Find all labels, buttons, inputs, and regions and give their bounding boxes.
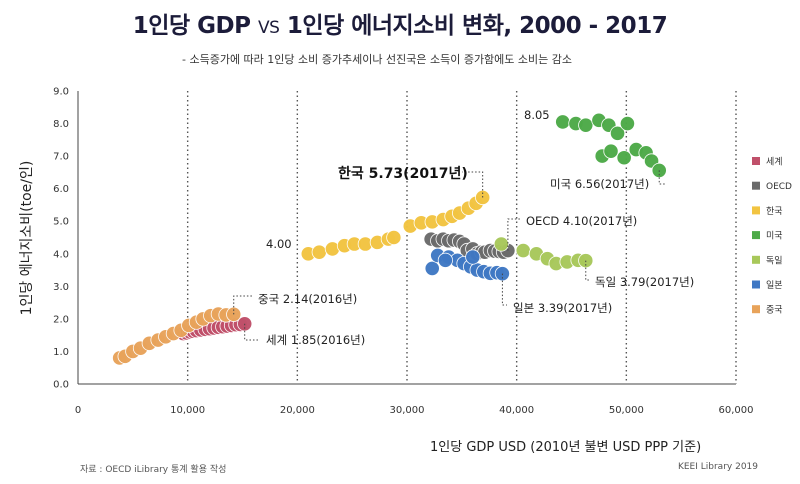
title-part2: 1인당 에너지소비 변화, 2000 - 2017	[286, 13, 668, 39]
series-3	[555, 112, 667, 179]
legend-label-5: 일본	[766, 280, 783, 291]
y-tick-label-8: 8.0	[53, 119, 69, 130]
point-5-11	[437, 252, 453, 268]
title-part1: 1인당 GDP	[132, 13, 251, 39]
legend-label-1: OECD	[766, 182, 792, 192]
annotation-label-1: 세계 1.85(2016년)	[266, 333, 365, 347]
annotation-leader-3	[462, 171, 484, 198]
x-tick-label-4: 40,000	[499, 405, 534, 416]
chart-title: 1인당 GDP VS 1인당 에너지소비 변화, 2000 - 2017	[0, 6, 800, 40]
point-3-5	[609, 125, 626, 141]
annotations: 중국 2.14(2016년) 세계 1.85(2016년) 4.00 한국 5.73(…	[233, 108, 694, 347]
annotation-leader-5	[585, 260, 589, 281]
series-2	[300, 189, 491, 262]
point-3-2	[578, 117, 594, 133]
legend-label-6: 중국	[766, 305, 783, 316]
credit-note: KEEI Library 2019	[677, 462, 758, 472]
legend-swatch-2	[752, 206, 760, 215]
y-tick-label-9: 9.0	[53, 87, 69, 98]
annotation-label-8: 미국 6.56(2017년)	[550, 177, 649, 191]
annotation-label-4: OECD 4.10(2017년)	[526, 214, 637, 228]
title-vs: VS	[257, 18, 280, 38]
chart-subtitle: - 소득증가에 따라 1인당 소비 증가추세이나 선진국은 소득이 증가함에도 …	[182, 53, 573, 66]
point-4-0	[493, 236, 509, 252]
y-tick-label-3: 3.0	[53, 282, 69, 293]
x-tick-label-5: 50,000	[609, 405, 644, 416]
point-5-12	[465, 249, 481, 265]
point-3-8	[603, 143, 619, 159]
y-tick-label-6: 6.0	[53, 184, 69, 195]
x-axis-label: 1인당 GDP USD (2010년 불변 USD PPP 기준)	[430, 440, 702, 455]
point-2-1	[311, 244, 327, 260]
data-points	[112, 112, 667, 366]
axes: 0.0 1.0 2.0 3.0 4.0 5.0 6.0 7.0 8.0 9.0 0 10,000 20,…	[53, 87, 753, 417]
legend-swatch-3	[752, 231, 760, 240]
legend-swatch-6	[752, 305, 760, 314]
annotation-leader-8	[658, 170, 665, 185]
point-3-0	[555, 114, 571, 130]
y-tick-label-7: 7.0	[53, 152, 69, 163]
x-tick-label-1: 10,000	[170, 405, 205, 416]
series-6	[112, 306, 242, 366]
annotation-label-3: 한국 5.73(2017년)	[338, 166, 468, 182]
legend-swatch-1	[752, 181, 760, 190]
legend-label-4: 독일	[766, 255, 783, 266]
series-5	[424, 247, 511, 282]
point-4-1	[515, 242, 531, 259]
y-tick-label-5: 5.0	[53, 217, 69, 228]
source-note: 자료 : OECD iLibrary 통계 활용 작성	[80, 465, 227, 475]
annotation-label-7: 8.05	[524, 108, 550, 122]
y-tick-label-2: 2.0	[53, 314, 69, 325]
point-3-6	[619, 115, 636, 132]
point-2-8	[386, 229, 402, 246]
annotation-leader-0	[233, 295, 252, 315]
point-5-0	[424, 260, 440, 277]
legend-swatch-5	[752, 280, 760, 289]
x-tick-label-0: 0	[75, 405, 81, 416]
annotation-leader-4	[507, 218, 520, 251]
y-tick-label-0: 0.0	[53, 380, 69, 391]
x-tick-label-2: 20,000	[280, 405, 315, 416]
annotation-label-2: 4.00	[266, 237, 292, 251]
x-tick-label-3: 30,000	[390, 405, 425, 416]
annotation-label-0: 중국 2.14(2016년)	[258, 292, 357, 306]
annotation-label-5: 독일 3.79(2017년)	[595, 275, 694, 289]
legend-label-3: 미국	[766, 231, 783, 242]
y-tick-label-4: 4.0	[53, 249, 69, 260]
x-tick-label-6: 60,000	[719, 405, 754, 416]
legend-label-0: 세계	[766, 156, 783, 168]
annotation-label-6: 일본 3.39(2017년)	[513, 301, 612, 315]
legend-swatch-4	[752, 255, 760, 264]
legend-swatch-0	[752, 157, 760, 165]
legend-label-2: 한국	[766, 206, 783, 217]
point-3-9	[616, 150, 632, 166]
y-tick-label-1: 1.0	[53, 347, 69, 358]
